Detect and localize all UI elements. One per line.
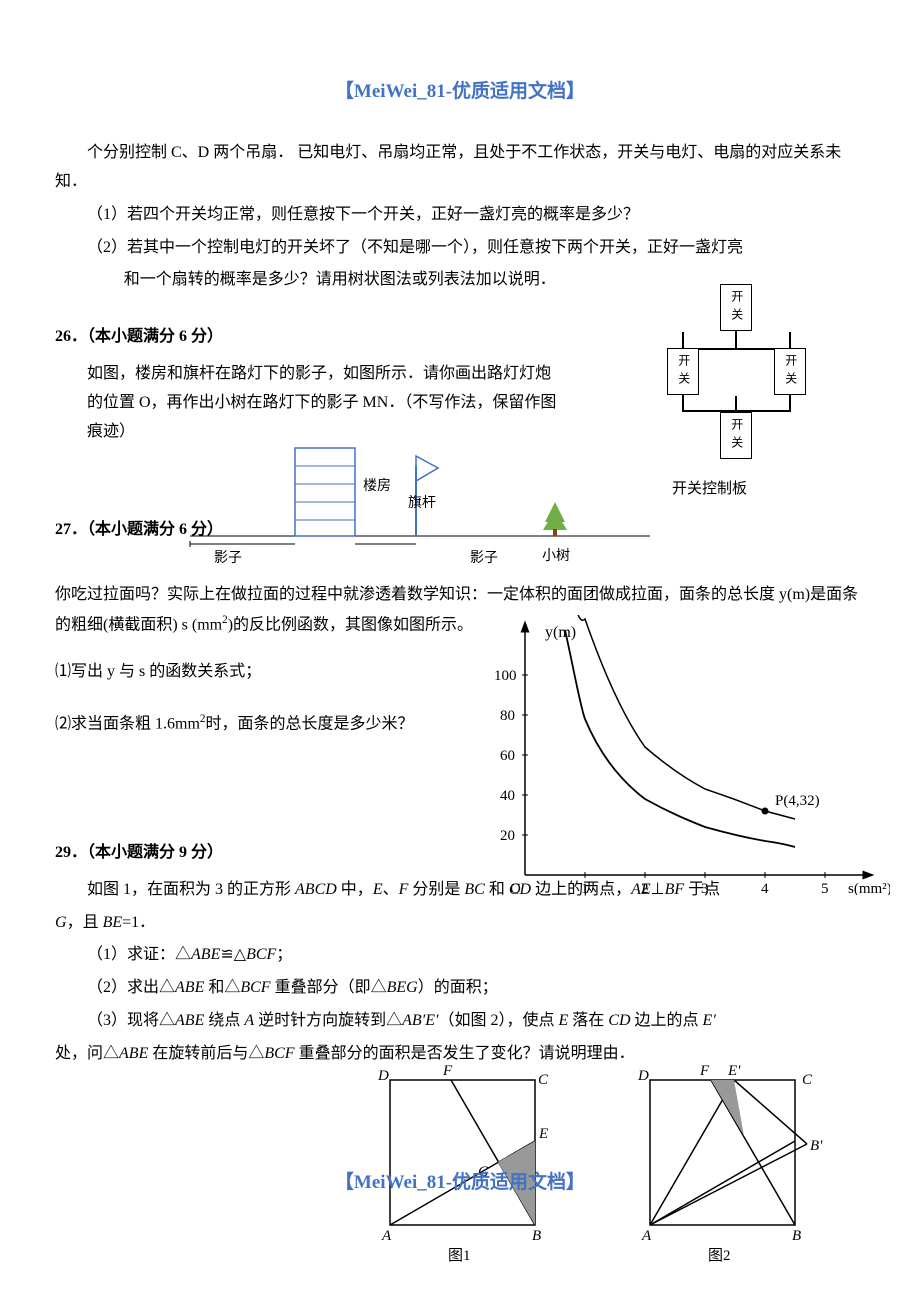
page-footer: 【MeiWei_81-优质适用文档】 — [0, 1166, 920, 1200]
q29-item2: （2）求出△ABE 和△BCF 重叠部分（即△BEG）的面积； — [87, 974, 865, 1003]
q29-item3: （3）现将△ABE 绕点 A 逆时针方向旋转到△AB′E′（如图 2），使点 E… — [87, 1007, 865, 1036]
svg-text:20: 20 — [500, 828, 515, 844]
switch-box-2: 开关 — [667, 348, 699, 395]
q27-body1b-text: )的反比例函数，其图像如图所示。 — [228, 616, 473, 633]
scene-building-label: 楼房 — [363, 474, 391, 499]
svg-text:图1: 图1 — [448, 1247, 471, 1264]
switch-caption: 开关控制板 — [672, 476, 747, 503]
scene-shadow-label-2: 影子 — [470, 546, 498, 571]
intro-item1: （1）若四个开关均正常，则任意按下一个开关，正好一盏灯亮的概率是多少？ — [87, 201, 865, 230]
switch-box-1: 开关 — [720, 284, 752, 331]
svg-text:C: C — [538, 1072, 549, 1088]
q29-item1: （1）求证：△ABE≌△BCF； — [87, 941, 865, 970]
svg-text:B: B — [532, 1228, 541, 1244]
panel-line — [682, 332, 684, 348]
svg-text:B': B' — [810, 1138, 823, 1154]
svg-text:y(m): y(m) — [545, 624, 576, 641]
svg-text:80: 80 — [500, 708, 515, 724]
svg-text:s(mm²): s(mm²) — [848, 881, 890, 895]
svg-text:4: 4 — [761, 881, 769, 895]
svg-text:图2: 图2 — [708, 1247, 731, 1264]
chart-figure: y(m) 20 40 60 80 100 O 1 2 3 4 5 s(mm²) … — [470, 615, 890, 895]
svg-text:A: A — [381, 1228, 392, 1244]
q26-body: 如图，楼房和旗杆在路灯下的影子，如图所示．请你画出路灯灯炮的位置 O，再作出小树… — [55, 360, 565, 446]
svg-text:60: 60 — [500, 748, 515, 764]
q29-body1-line2: G，且 BE=1． — [55, 909, 865, 938]
svg-text:A: A — [641, 1228, 652, 1244]
svg-text:C: C — [802, 1072, 813, 1088]
svg-text:D: D — [377, 1068, 389, 1084]
panel-line — [735, 396, 737, 412]
svg-text:1: 1 — [581, 881, 589, 895]
panel-line — [789, 395, 791, 412]
switch-box-4: 开关 — [720, 412, 752, 459]
q27-item2a-text: ⑵求当面条粗 1.6mm — [55, 715, 200, 732]
switch-panel: 开关 开关 开关 开关 开关控制板 — [652, 284, 842, 489]
q26-body-text: 如图，楼房和旗杆在路灯下的影子，如图所示．请你画出路灯灯炮的位置 O，再作出小树… — [87, 360, 565, 446]
svg-text:100: 100 — [494, 668, 517, 684]
svg-text:F: F — [699, 1063, 710, 1079]
svg-text:B: B — [792, 1228, 801, 1244]
svg-text:5: 5 — [821, 881, 829, 895]
svg-text:E: E — [538, 1126, 548, 1142]
intro-item2-line1: （2）若其中一个控制电灯的开关坏了（不知是哪一个），则任意按下两个开关，正好一盏… — [87, 234, 865, 263]
scene-figure: 楼房 旗杆 影子 影子 小树 — [170, 436, 670, 556]
panel-line — [789, 332, 791, 348]
scene-flag-label: 旗杆 — [408, 491, 436, 516]
svg-text:3: 3 — [701, 881, 709, 895]
svg-text:O: O — [510, 881, 521, 895]
switch-box-3: 开关 — [774, 348, 806, 395]
q27-item2b-text: 时，面条的总长度是多少米？ — [206, 715, 414, 732]
chart-svg: y(m) 20 40 60 80 100 O 1 2 3 4 5 s(mm²) … — [470, 615, 890, 895]
svg-text:F: F — [442, 1063, 453, 1079]
scene-tree-label: 小树 — [542, 544, 570, 569]
scene-shadow-label-1: 影子 — [214, 546, 242, 571]
svg-text:E': E' — [727, 1063, 741, 1079]
svg-text:P(4,32): P(4,32) — [775, 793, 820, 809]
intro-para: 个分别控制 C、D 两个吊扇． 已知电灯、吊扇均正常，且处于不工作状态，开关与电… — [55, 139, 865, 197]
svg-text:D: D — [637, 1068, 649, 1084]
page-header: 【MeiWei_81-优质适用文档】 — [55, 75, 865, 109]
svg-text:2: 2 — [641, 881, 649, 895]
panel-line — [735, 331, 737, 348]
intro-text: 个分别控制 C、D 两个吊扇． 已知电灯、吊扇均正常，且处于不工作状态，开关与电… — [55, 144, 841, 190]
svg-text:40: 40 — [500, 788, 515, 804]
